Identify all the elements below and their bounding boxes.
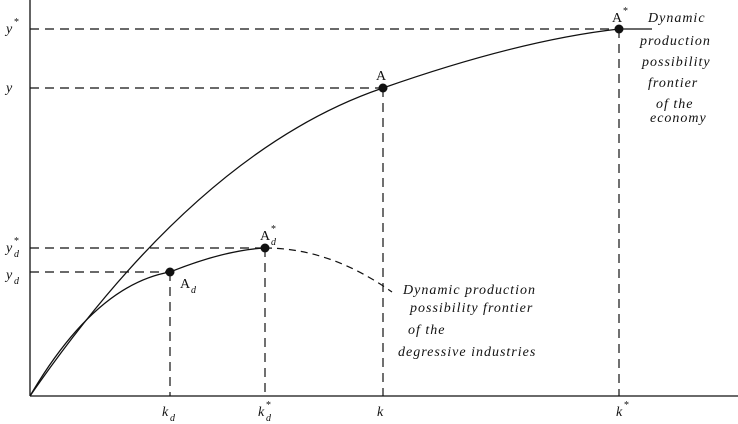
annotation: possibility <box>641 55 711 70</box>
point-label: A <box>612 11 623 26</box>
x-label-sub: d <box>266 413 272 424</box>
degressive-frontier-dashed <box>264 247 393 293</box>
annotation: Dynamic production <box>402 283 536 298</box>
annotation: possibility frontier <box>409 301 533 316</box>
y-label: y <box>4 268 13 283</box>
x-label-sup: * <box>266 400 271 411</box>
point-label-sup: * <box>623 6 628 17</box>
y-label-sup: * <box>14 17 19 28</box>
point-label: A <box>376 69 387 84</box>
annotation: economy <box>650 111 707 126</box>
guides <box>30 28 620 396</box>
x-label: k <box>616 405 623 420</box>
x-label-sup: * <box>624 400 629 411</box>
point-label-sup: * <box>271 224 276 235</box>
annotation: of the <box>656 97 694 112</box>
x-label: k <box>377 405 384 420</box>
annotation: Dynamic <box>647 11 706 26</box>
point-label-sub: d <box>271 237 277 248</box>
economy-frontier <box>29 28 652 397</box>
degressive-frontier <box>29 247 266 397</box>
y-label: y <box>4 81 13 96</box>
annotation: of the <box>408 323 446 338</box>
point-label-sub: d <box>191 285 197 296</box>
point-label: A <box>260 229 271 244</box>
x-label: k <box>258 405 265 420</box>
annotation: degressive industries <box>398 345 536 360</box>
y-label-sup: * <box>14 236 19 247</box>
point-label: A <box>180 277 191 292</box>
annotation: production <box>639 34 711 49</box>
x-label-sub: d <box>170 413 176 424</box>
y-label-sub: d <box>14 249 20 260</box>
y-label-sub: d <box>14 276 20 287</box>
points <box>165 24 624 277</box>
y-label: y <box>4 241 13 256</box>
y-label: y <box>4 22 13 37</box>
annotation: frontier <box>648 76 698 91</box>
x-label: k <box>162 405 169 420</box>
